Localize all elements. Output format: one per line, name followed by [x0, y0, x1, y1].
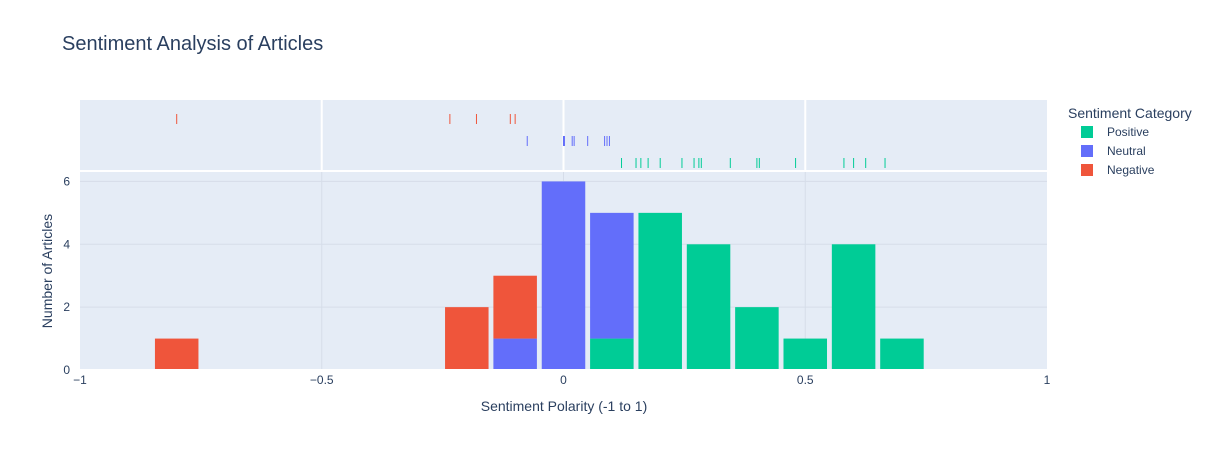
legend-item-neutral[interactable]: Neutral	[1081, 144, 1146, 158]
bar-negative	[493, 275, 537, 339]
bar-positive	[783, 338, 828, 370]
chart-title: Sentiment Analysis of Articles	[62, 33, 323, 55]
legend-swatch	[1081, 145, 1093, 157]
legend-label: Positive	[1107, 125, 1149, 139]
y-tick-label: 4	[63, 237, 70, 251]
legend-label: Neutral	[1107, 144, 1146, 158]
x-tick-label: 1	[1044, 373, 1051, 387]
bar-negative	[445, 307, 489, 370]
legend-swatch	[1081, 126, 1093, 138]
legend-label: Negative	[1107, 163, 1155, 177]
legend-item-negative[interactable]: Negative	[1081, 163, 1155, 177]
x-tick-label: 0.5	[797, 373, 814, 387]
x-axis-title: Sentiment Polarity (-1 to 1)	[481, 398, 648, 414]
bar-positive	[686, 244, 731, 370]
legend-title: Sentiment Category	[1068, 105, 1192, 121]
histogram-panel: −1 −0.5 0 0.5 1 0 2 4 6	[63, 172, 1051, 387]
bar-positive	[590, 338, 634, 370]
x-tick-label: −0.5	[310, 373, 334, 387]
bar-positive	[880, 338, 924, 370]
bar-positive	[735, 307, 779, 370]
legend-swatch	[1081, 164, 1093, 176]
y-tick-label: 6	[63, 174, 70, 188]
y-tick-label: 0	[63, 363, 70, 377]
x-tick-label: 0	[560, 373, 567, 387]
rug-panel	[80, 100, 1047, 170]
legend-item-positive[interactable]: Positive	[1081, 125, 1149, 139]
bar-positive	[831, 244, 876, 370]
y-tick-label: 2	[63, 300, 70, 314]
x-tick-label: −1	[73, 373, 87, 387]
bar-neutral	[590, 212, 634, 339]
bar-negative	[154, 338, 199, 370]
legend: Sentiment Category Positive Neutral Negati…	[1068, 105, 1192, 177]
bar-positive	[638, 212, 682, 370]
y-axis-title: Number of Articles	[39, 214, 55, 328]
bar-neutral	[541, 181, 586, 370]
bar-neutral	[493, 338, 537, 370]
